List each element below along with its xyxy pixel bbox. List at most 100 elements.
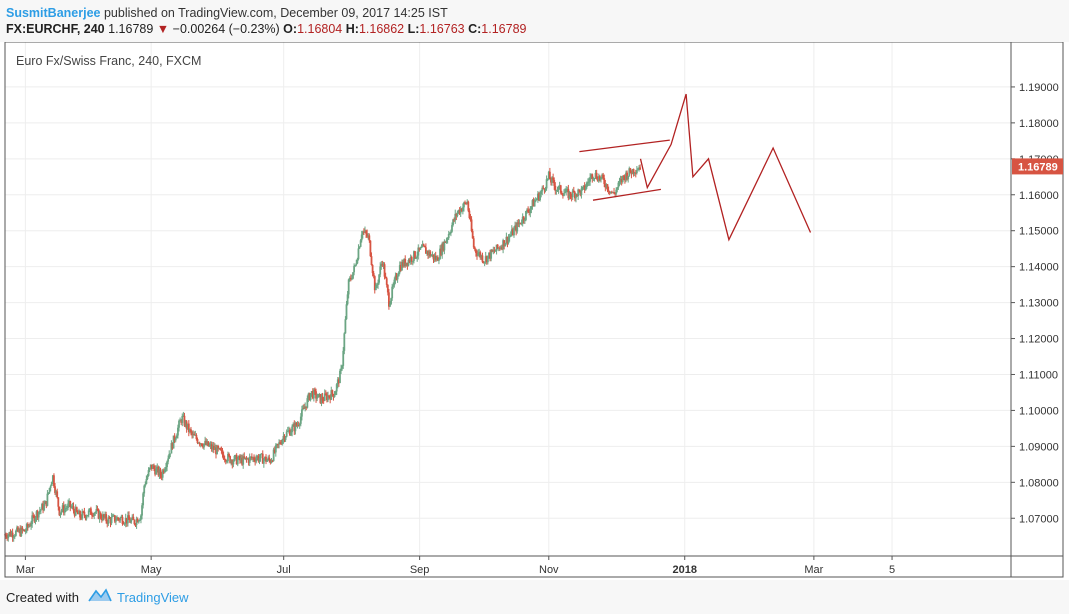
candle-body (411, 260, 414, 262)
candle-body (155, 468, 158, 475)
candle-body (393, 279, 396, 286)
publish-header: SusmitBanerjee published on TradingView.… (0, 0, 1069, 42)
candle-body (156, 466, 159, 469)
candle-body (87, 510, 90, 516)
candle-body (414, 251, 416, 259)
candle-body (578, 189, 581, 191)
candle-body (573, 192, 576, 199)
candle-body (557, 186, 560, 190)
candle-body (105, 514, 108, 522)
candle-body (36, 511, 39, 518)
candle-body (446, 238, 449, 240)
publisher-link[interactable]: SusmitBanerjee (6, 6, 101, 20)
candle-body (299, 416, 302, 424)
candle-body (225, 461, 228, 462)
candle-body (150, 464, 153, 469)
candle-body (347, 279, 350, 295)
candle-body (570, 196, 573, 198)
candle-body (577, 189, 580, 197)
candle-body (195, 435, 198, 440)
candle-body (228, 454, 230, 457)
candle-body (90, 508, 92, 515)
candle-body (445, 239, 448, 243)
candle-body (83, 511, 86, 516)
candle-body (54, 486, 56, 494)
candle-body (467, 201, 470, 211)
candle-body (408, 259, 411, 262)
candle-body (582, 185, 585, 188)
candle-body (637, 169, 639, 171)
tradingview-logo-icon[interactable] (87, 587, 113, 608)
candle-body (479, 252, 482, 258)
candle-body (305, 406, 308, 408)
candle-body (234, 455, 237, 456)
candle-body (430, 255, 433, 257)
footer: Created with TradingView (0, 580, 1069, 614)
candle-body (321, 396, 324, 401)
candle-body (316, 397, 319, 399)
candle-body (616, 187, 619, 190)
candle-body (312, 389, 315, 399)
candle-body (63, 508, 66, 513)
candle-body (526, 209, 528, 211)
candle-body (480, 255, 483, 258)
candle-body (285, 431, 288, 437)
low-value: 1.16763 (419, 22, 465, 36)
candle-body (431, 254, 434, 256)
chart-area[interactable]: 1.07000 1.08000 1.09000 1.10000 1.11000 1.120… (0, 41, 1069, 580)
candle-body (576, 194, 578, 197)
candle-body (447, 234, 450, 239)
candle-body (59, 512, 62, 516)
candle-body (85, 516, 88, 519)
candle-body (628, 168, 631, 176)
candle-body (322, 400, 325, 402)
y-tick-label: 1.18000 (1019, 118, 1059, 130)
candle-body (533, 201, 536, 207)
candle-body (153, 465, 155, 469)
candle-body (581, 187, 584, 189)
candle-body (359, 240, 362, 247)
candle-body (607, 190, 610, 192)
candle-body (416, 255, 419, 258)
candle-body (544, 188, 547, 191)
candle-body (242, 456, 245, 465)
candle-body (16, 527, 18, 531)
candle-body (466, 201, 469, 204)
tradingview-link[interactable]: TradingView (117, 590, 189, 605)
candle-body (614, 193, 617, 195)
candle-body (376, 284, 378, 286)
candle-body (197, 442, 200, 444)
candle-body (146, 475, 149, 480)
candle-body (309, 393, 312, 401)
candle-body (123, 523, 126, 525)
candle-body (358, 246, 361, 249)
candle-body (267, 457, 270, 461)
candle-body (488, 252, 490, 256)
candle-body (434, 255, 437, 261)
candle-body (8, 532, 11, 535)
candle-body (521, 216, 524, 224)
candle-body (365, 230, 367, 234)
candle-body (532, 200, 535, 207)
drawing-projection (639, 93, 812, 242)
candle-body (413, 251, 415, 261)
candle-body (69, 500, 72, 507)
candle-body (541, 187, 544, 192)
x-tick-label: 2018 (672, 564, 696, 576)
candle-body (131, 516, 134, 520)
candle-body (106, 521, 109, 524)
candle-body (555, 190, 558, 191)
candle-body (232, 460, 235, 465)
candle-body (289, 430, 291, 436)
candle-body (255, 458, 258, 462)
price-chart[interactable]: 1.07000 1.08000 1.09000 1.10000 1.11000 1.120… (0, 41, 1069, 580)
candle-body (502, 240, 505, 250)
x-tick-label: Jul (277, 564, 291, 576)
candle-body (246, 458, 249, 460)
candle-body (70, 506, 73, 508)
candle-body (566, 188, 569, 190)
candle-body (66, 507, 68, 509)
candle-body (601, 174, 603, 178)
close-value: 1.16789 (481, 22, 527, 36)
candle-body (564, 192, 566, 194)
